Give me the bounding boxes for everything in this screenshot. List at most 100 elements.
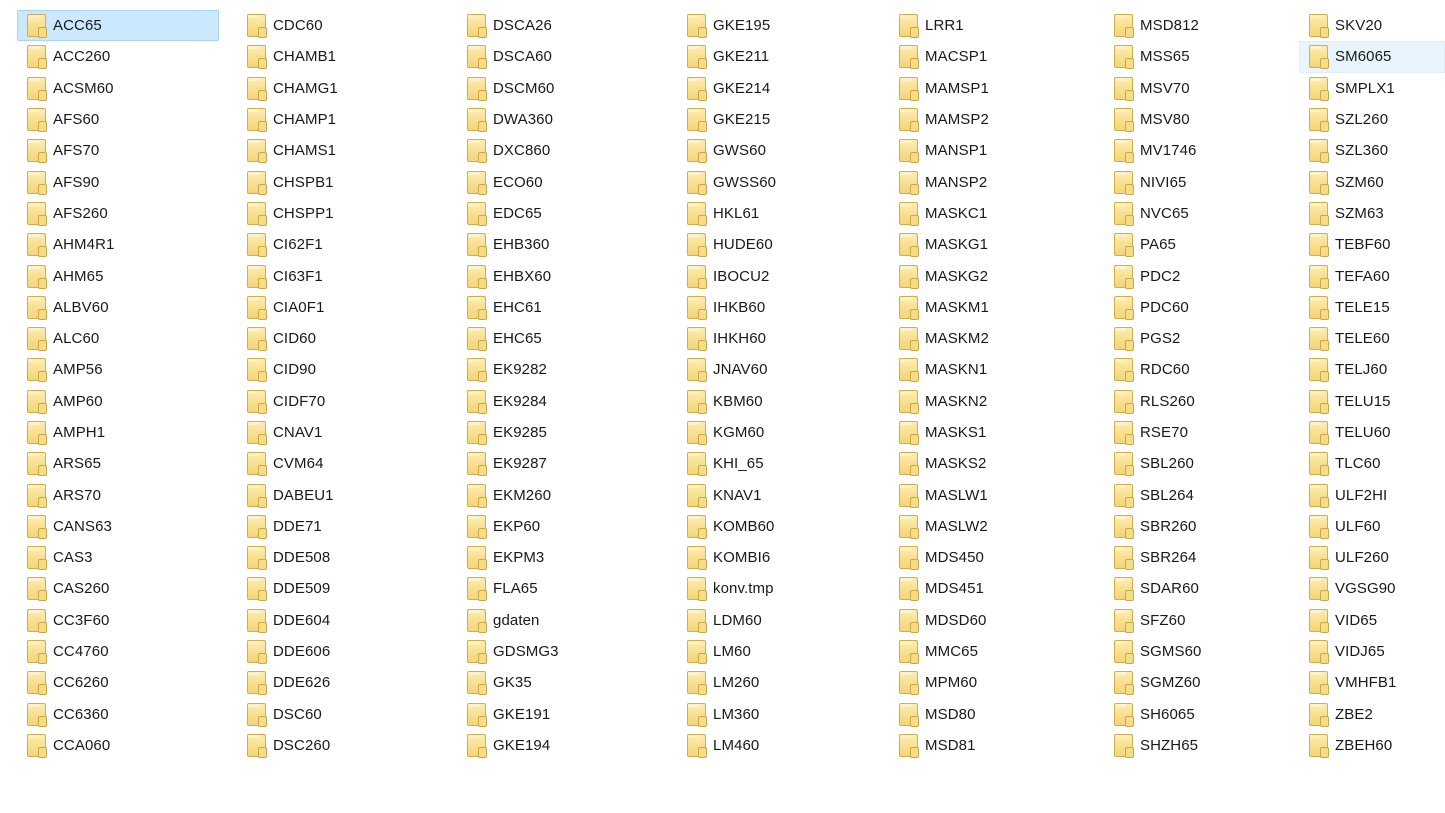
folder-item[interactable]: IBOCU2: [677, 260, 874, 291]
folder-item[interactable]: ACC260: [17, 41, 219, 72]
folder-item[interactable]: AHM4R1: [17, 229, 219, 260]
folder-item[interactable]: VMHFB1: [1299, 667, 1445, 698]
folder-item[interactable]: GKE211: [677, 41, 874, 72]
folder-item[interactable]: EK9285: [457, 417, 659, 448]
folder-item[interactable]: KOMBI6: [677, 542, 874, 573]
folder-item[interactable]: MANSP1: [889, 135, 1089, 166]
folder-item[interactable]: LM460: [677, 730, 874, 761]
folder-item[interactable]: GKE191: [457, 699, 659, 730]
folder-item[interactable]: MASLW2: [889, 511, 1089, 542]
folder-item[interactable]: TELU60: [1299, 417, 1445, 448]
folder-item[interactable]: DDE508: [237, 542, 439, 573]
folder-item[interactable]: CHAMP1: [237, 104, 439, 135]
folder-item[interactable]: MV1746: [1104, 135, 1294, 166]
folder-item[interactable]: LDM60: [677, 605, 874, 636]
folder-item[interactable]: MACSP1: [889, 41, 1089, 72]
folder-item[interactable]: MDS451: [889, 573, 1089, 604]
folder-item[interactable]: LM360: [677, 699, 874, 730]
folder-item[interactable]: MASKM2: [889, 323, 1089, 354]
folder-item[interactable]: MSD80: [889, 699, 1089, 730]
folder-item[interactable]: NIVI65: [1104, 166, 1294, 197]
folder-item[interactable]: SMPLX1: [1299, 73, 1445, 104]
folder-item[interactable]: TELU15: [1299, 386, 1445, 417]
folder-item[interactable]: AMP60: [17, 386, 219, 417]
folder-item[interactable]: MMC65: [889, 636, 1089, 667]
folder-item[interactable]: TLC60: [1299, 448, 1445, 479]
folder-item[interactable]: MANSP2: [889, 166, 1089, 197]
folder-item[interactable]: DSC260: [237, 730, 439, 761]
folder-item[interactable]: AFS260: [17, 198, 219, 229]
folder-item[interactable]: ARS65: [17, 448, 219, 479]
folder-item[interactable]: ALBV60: [17, 292, 219, 323]
folder-item[interactable]: ALC60: [17, 323, 219, 354]
folder-item[interactable]: MASKM1: [889, 292, 1089, 323]
folder-item[interactable]: CDC60: [237, 10, 439, 41]
folder-item[interactable]: DDE509: [237, 573, 439, 604]
folder-item[interactable]: MPM60: [889, 667, 1089, 698]
folder-item[interactable]: VGSG90: [1299, 573, 1445, 604]
folder-item[interactable]: CC3F60: [17, 605, 219, 636]
folder-item[interactable]: CANS63: [17, 511, 219, 542]
folder-item[interactable]: EDC65: [457, 198, 659, 229]
folder-item[interactable]: MASKN1: [889, 354, 1089, 385]
folder-item[interactable]: DSCA60: [457, 41, 659, 72]
folder-item[interactable]: MASKG2: [889, 260, 1089, 291]
folder-item[interactable]: MASLW1: [889, 479, 1089, 510]
folder-item[interactable]: CVM64: [237, 448, 439, 479]
folder-item[interactable]: CC4760: [17, 636, 219, 667]
folder-item[interactable]: ACC65: [17, 10, 219, 42]
folder-item[interactable]: KBM60: [677, 386, 874, 417]
folder-item[interactable]: GKE214: [677, 73, 874, 104]
folder-item[interactable]: NVC65: [1104, 198, 1294, 229]
folder-item[interactable]: MSS65: [1104, 41, 1294, 72]
folder-item[interactable]: LM60: [677, 636, 874, 667]
folder-item[interactable]: TELE15: [1299, 292, 1445, 323]
folder-item[interactable]: SHZH65: [1104, 730, 1294, 761]
folder-item[interactable]: DXC860: [457, 135, 659, 166]
folder-item[interactable]: VIDJ65: [1299, 636, 1445, 667]
folder-item[interactable]: CC6360: [17, 699, 219, 730]
folder-item[interactable]: GK35: [457, 667, 659, 698]
folder-item[interactable]: EHBX60: [457, 260, 659, 291]
folder-item[interactable]: GKE215: [677, 104, 874, 135]
folder-item[interactable]: TEBF60: [1299, 229, 1445, 260]
folder-item[interactable]: IHKB60: [677, 292, 874, 323]
folder-item[interactable]: EHC61: [457, 292, 659, 323]
folder-item[interactable]: RLS260: [1104, 386, 1294, 417]
folder-item[interactable]: AFS90: [17, 166, 219, 197]
folder-item[interactable]: DSCM60: [457, 73, 659, 104]
folder-item[interactable]: PDC2: [1104, 260, 1294, 291]
folder-item[interactable]: ULF2HI: [1299, 479, 1445, 510]
folder-item[interactable]: DDE604: [237, 605, 439, 636]
folder-item[interactable]: DDE71: [237, 511, 439, 542]
folder-item[interactable]: EKM260: [457, 479, 659, 510]
folder-item[interactable]: DABEU1: [237, 479, 439, 510]
folder-item[interactable]: ZBE2: [1299, 699, 1445, 730]
folder-item[interactable]: SH6065: [1104, 699, 1294, 730]
folder-item[interactable]: SZL260: [1299, 104, 1445, 135]
folder-item[interactable]: TELJ60: [1299, 354, 1445, 385]
folder-item[interactable]: MASKS2: [889, 448, 1089, 479]
folder-item[interactable]: CHSPP1: [237, 198, 439, 229]
folder-item[interactable]: MDSD60: [889, 605, 1089, 636]
folder-item[interactable]: ACSM60: [17, 73, 219, 104]
folder-item[interactable]: AHM65: [17, 260, 219, 291]
folder-item[interactable]: gdaten: [457, 605, 659, 636]
folder-item[interactable]: SZM60: [1299, 166, 1445, 197]
folder-item[interactable]: AMPH1: [17, 417, 219, 448]
folder-item[interactable]: CI62F1: [237, 229, 439, 260]
folder-item[interactable]: CAS3: [17, 542, 219, 573]
folder-item[interactable]: MSV80: [1104, 104, 1294, 135]
folder-item[interactable]: PDC60: [1104, 292, 1294, 323]
folder-item[interactable]: KNAV1: [677, 479, 874, 510]
folder-item[interactable]: DWA360: [457, 104, 659, 135]
folder-item[interactable]: JNAV60: [677, 354, 874, 385]
folder-item[interactable]: MAMSP1: [889, 73, 1089, 104]
folder-item[interactable]: SBR264: [1104, 542, 1294, 573]
folder-item[interactable]: PGS2: [1104, 323, 1294, 354]
folder-item[interactable]: AFS70: [17, 135, 219, 166]
folder-item[interactable]: CAS260: [17, 573, 219, 604]
folder-item[interactable]: EHB360: [457, 229, 659, 260]
folder-item[interactable]: MASKN2: [889, 386, 1089, 417]
folder-item[interactable]: SM6065: [1299, 41, 1445, 73]
